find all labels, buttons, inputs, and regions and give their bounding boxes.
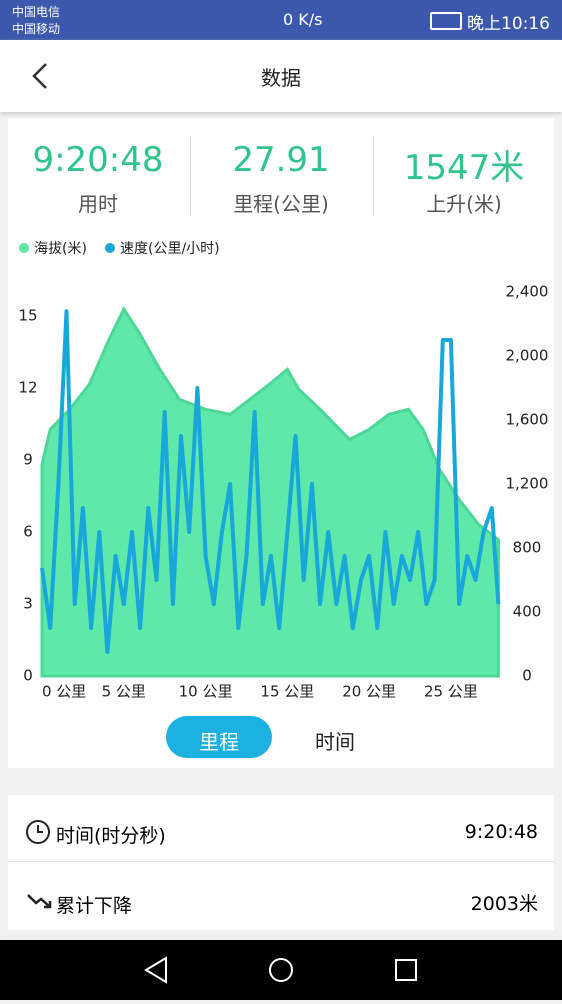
divider: [190, 136, 191, 216]
stat-value: 27.91: [232, 140, 330, 180]
divider: [373, 136, 374, 216]
x-tick-label: 15 公里: [260, 683, 314, 701]
y2-tick-label: 2,000: [506, 347, 549, 365]
title: 数据: [261, 66, 301, 90]
legend-dot: [19, 243, 29, 253]
row-label: 累计下降: [56, 895, 133, 917]
y2-tick-label: 0: [522, 667, 532, 685]
y2-tick-label: 2,400: [506, 283, 549, 301]
x-tick-label: 0 公里: [42, 683, 86, 701]
stat-label: 里程(公里): [233, 192, 329, 216]
y2-tick-label: 800: [513, 539, 542, 557]
y2-tick-label: 1,200: [506, 475, 549, 493]
row-value: 9:20:48: [464, 821, 538, 843]
clock: 晚上10:16: [467, 14, 550, 34]
down-icon: [27, 894, 52, 909]
clock-icon: [26, 820, 50, 844]
back-button[interactable]: [30, 62, 50, 90]
y2-tick-label: 1,600: [506, 411, 549, 429]
nav-bar: [0, 940, 562, 1000]
net-speed: 0 K/s: [283, 10, 323, 29]
carrier: 中国电信: [12, 5, 61, 19]
x-tick-label: 5 公里: [102, 683, 146, 701]
carrier: 中国移动: [12, 22, 61, 36]
y-tick-label: 0: [23, 667, 33, 685]
legend-label: 海拔(米): [34, 241, 87, 257]
toggle-label[interactable]: 时间: [315, 730, 355, 754]
divider: [8, 861, 554, 862]
stat-value: 1547米: [403, 148, 525, 188]
toggle-active[interactable]: [166, 716, 272, 758]
y-tick-label: 3: [23, 595, 33, 613]
row-label: 时间(时分秒): [56, 825, 166, 847]
row-value: 2003米: [470, 893, 538, 915]
x-tick-label: 25 公里: [424, 683, 478, 701]
list: 时间(时分秒) 9:20:48 累计下降 2003米: [8, 795, 554, 930]
y-tick-label: 15: [18, 307, 37, 325]
status-bar: 中国电信 中国移动 0 K/s 晚上10:16: [0, 0, 562, 40]
stat-label: 上升(米): [426, 192, 502, 216]
stat-value: 9:20:48: [32, 140, 164, 180]
legend-dot: [105, 243, 115, 253]
legend-label: 速度(公里/小时): [120, 241, 220, 257]
battery: [430, 12, 462, 30]
stat-label: 用时: [78, 192, 118, 216]
header: 数据: [0, 40, 562, 112]
toggle-label[interactable]: 里程: [199, 730, 239, 754]
y-tick-label: 6: [23, 523, 33, 541]
y-tick-label: 12: [18, 379, 37, 397]
y-tick-label: 9: [23, 451, 33, 469]
chart: 海拔(米) 速度(公里/小时) 0 3 6 9 12 15 0 400 800 1,200 1,600 2…: [18, 241, 549, 701]
area: [40, 306, 500, 678]
line: [40, 309, 501, 654]
x-tick-label: 10 公里: [179, 683, 233, 701]
x-tick-label: 20 公里: [342, 683, 396, 701]
y2-tick-label: 400: [513, 603, 542, 621]
